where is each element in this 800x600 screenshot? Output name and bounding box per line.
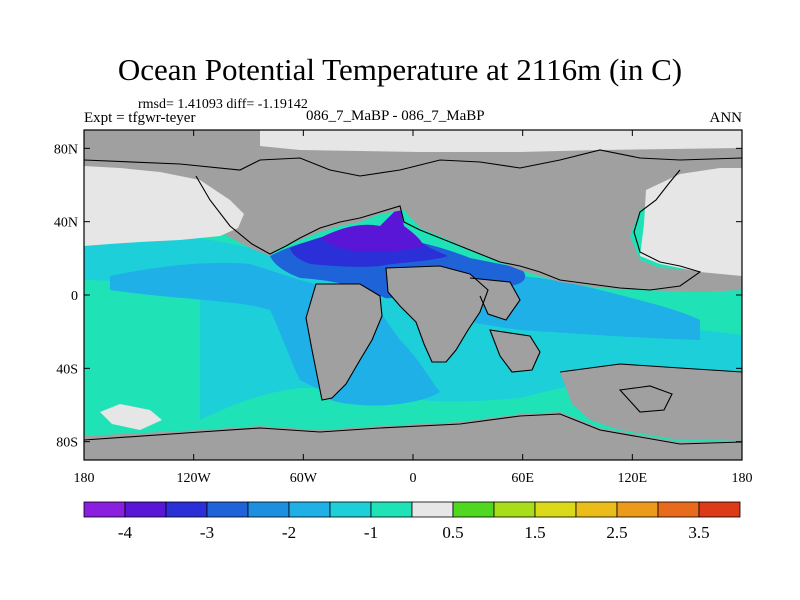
colorbar [83, 501, 741, 518]
colorbar-label: 1.5 [524, 523, 545, 542]
colorbar-box [616, 501, 659, 518]
x-tick-label: 120E [618, 471, 648, 486]
y-axis-ticks: 80N 40N 0 40S 80S [54, 142, 742, 451]
colorbar-box [370, 501, 413, 518]
land-masses [84, 130, 742, 460]
colorbar-label: -4 [118, 523, 133, 542]
anomaly-region-extreme [320, 206, 424, 252]
season-label: ANN [709, 110, 743, 126]
x-axis-ticks: 180 120W 60W 0 60E 120E 180 [74, 130, 753, 486]
y-tick-label: 40N [54, 216, 78, 231]
colorbar-box [657, 501, 700, 518]
x-tick-label: 60E [511, 471, 534, 486]
colorbar-box [165, 501, 208, 518]
colorbar-box [206, 501, 249, 518]
colorbar-label: 0.5 [442, 523, 463, 542]
missing-data-areas [84, 130, 742, 430]
x-tick-label: 180 [732, 471, 753, 486]
colorbar-box [411, 501, 454, 518]
colorbar-label: -3 [200, 523, 214, 542]
x-tick-label: 120W [177, 471, 212, 486]
colorbar-box [288, 501, 331, 518]
colorbar-label: 2.5 [606, 523, 627, 542]
anomaly-region-medium [110, 262, 700, 406]
colorbar-box [247, 501, 290, 518]
x-tick-label: 180 [74, 471, 95, 486]
colorbar-label: 3.5 [688, 523, 709, 542]
case-label: 086_7_MaBP - 086_7_MaBP [306, 108, 485, 124]
y-tick-label: 80N [54, 142, 78, 157]
x-tick-label: 0 [410, 471, 417, 486]
colorbar-label: -1 [364, 523, 378, 542]
colorbar-box [493, 501, 536, 518]
colorbar-box [329, 501, 372, 518]
colorbar-label: -2 [282, 523, 296, 542]
colorbar-box [124, 501, 167, 518]
y-tick-label: 80S [56, 436, 78, 451]
colorbar-box [534, 501, 577, 518]
y-tick-label: 0 [71, 289, 78, 304]
y-tick-label: 40S [56, 362, 78, 377]
coastline-contours [84, 149, 742, 445]
map-field [84, 130, 742, 460]
stats-text: rmsd= 1.41093 diff= -1.19142 [138, 97, 308, 112]
colorbar-box [575, 501, 618, 518]
colorbar-box [452, 501, 495, 518]
colorbar-labels: -4 -3 -2 -1 0.5 1.5 2.5 3.5 [118, 523, 710, 542]
colorbar-box [83, 501, 126, 518]
chart-title: Ocean Potential Temperature at 2116m (in… [117, 52, 683, 87]
x-tick-label: 60W [290, 471, 318, 486]
colorbar-box [698, 501, 741, 518]
experiment-label: Expt = tfgwr-teyer [84, 110, 196, 126]
